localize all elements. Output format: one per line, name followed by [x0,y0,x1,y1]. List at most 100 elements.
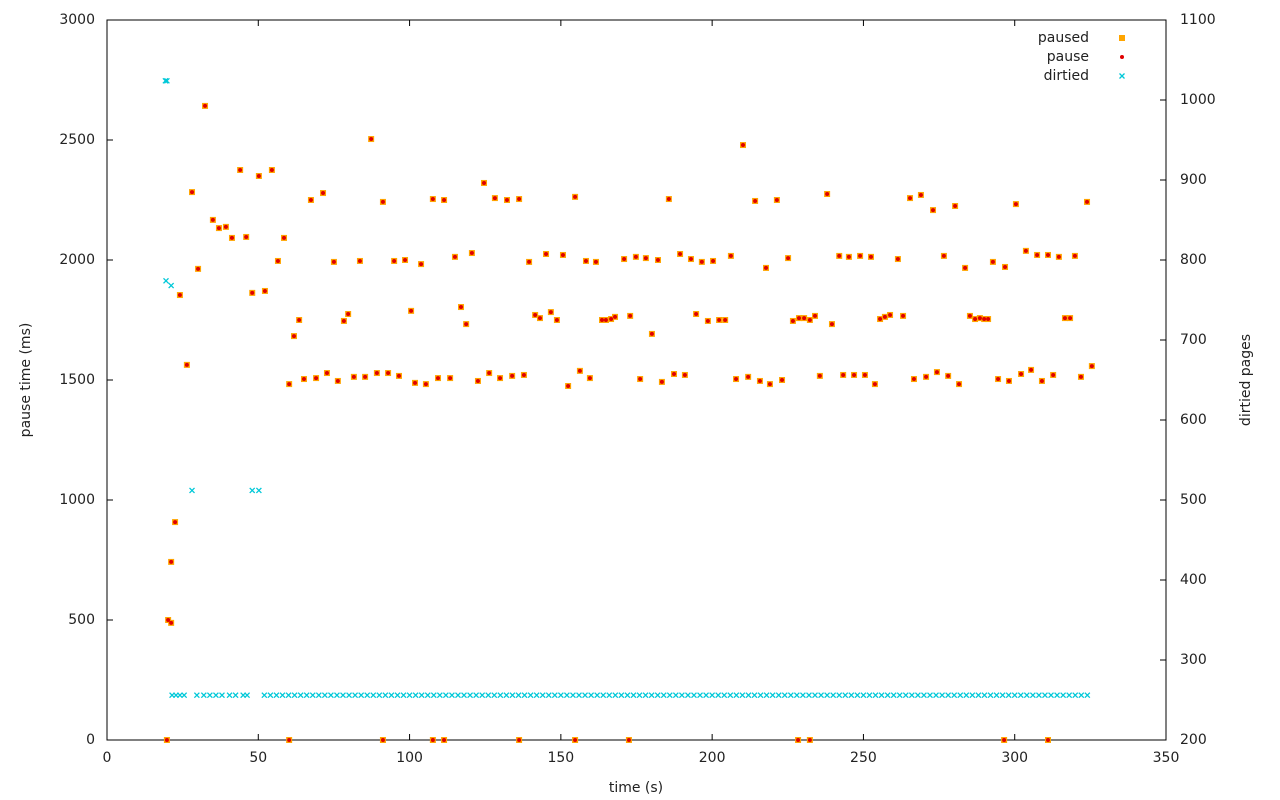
point [924,374,929,379]
point [796,738,801,742]
point [203,103,208,108]
point [678,252,683,256]
point [582,692,589,699]
point [261,692,268,699]
point [212,692,219,699]
point [216,226,221,231]
point [503,692,510,699]
point [648,692,655,699]
point [193,692,200,699]
point [996,377,1001,382]
point [168,282,175,289]
point [364,692,371,699]
point [882,314,887,319]
point [817,373,822,378]
point [993,692,1000,699]
point [884,692,891,699]
point [232,692,239,699]
point [163,277,169,284]
point [308,198,313,202]
point [739,692,746,699]
y2-tick-label: 500 [1180,492,1207,508]
point [945,692,952,699]
y-tick-label: 1000 [59,492,95,508]
point [566,384,571,388]
point [1035,692,1042,699]
point [442,692,449,699]
point [951,692,958,699]
point [374,371,379,376]
point [703,692,710,699]
point [1045,252,1050,257]
y2-axis-label: dirtied pages [1238,334,1254,426]
point [485,692,492,699]
point [946,373,951,378]
point [482,180,487,185]
point [396,373,401,378]
point [807,738,812,742]
point [807,318,812,322]
point [775,692,782,699]
point [895,257,900,262]
point [622,257,627,262]
point [189,487,195,494]
point [1019,372,1024,376]
point [888,312,893,317]
x-tick-label: 100 [396,750,423,766]
point [370,692,377,699]
point [920,692,927,699]
point [392,258,397,263]
y-tick-label: 2500 [59,132,95,148]
point [418,692,425,699]
point [734,377,739,382]
legend-swatch [1119,35,1125,41]
point [382,692,389,699]
point [406,692,413,699]
point [357,258,362,263]
point [573,194,578,199]
point [594,692,601,699]
point [908,196,913,201]
point [697,692,703,699]
point [672,372,677,376]
point [796,316,801,321]
point [287,738,292,742]
legend-label: dirtied [1044,68,1089,84]
point [548,310,553,315]
point [999,692,1006,699]
point [544,252,549,256]
point [806,692,812,699]
point [672,692,679,699]
point [603,318,608,322]
point [786,256,791,261]
point [1023,248,1028,253]
point [802,316,807,321]
point [346,692,353,699]
point [560,252,565,257]
point [448,692,455,699]
point [291,334,296,339]
point [162,77,169,84]
x-axis-label: time (s) [609,780,663,796]
x-tick-label: 350 [1153,750,1180,766]
point [872,382,877,387]
point [1029,692,1036,699]
point [1078,692,1085,699]
point [638,377,643,382]
point [626,738,631,742]
point [181,692,188,699]
x-tick-label: 300 [1001,750,1028,766]
point [973,317,978,322]
point [642,692,649,699]
point [380,738,385,742]
point [757,378,762,383]
point [303,692,310,699]
point [363,374,368,379]
point [846,254,851,259]
point [321,692,328,699]
point [868,254,873,259]
point [314,376,319,381]
point [196,266,201,271]
point [829,322,834,327]
point [287,382,292,387]
